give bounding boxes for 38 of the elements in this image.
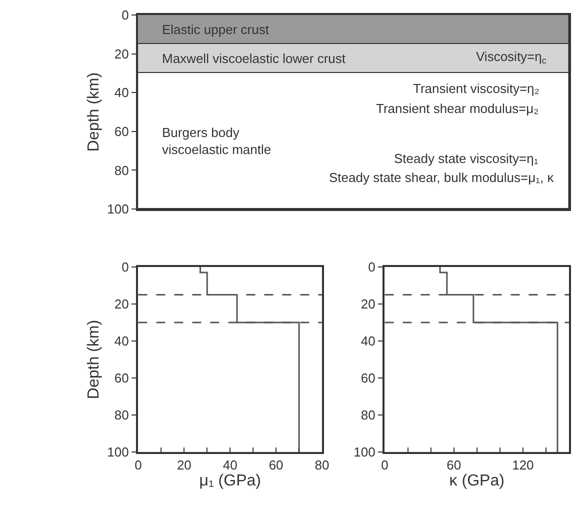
y-tick-label: 80 xyxy=(114,408,129,423)
y-tick-label: 0 xyxy=(122,260,129,275)
annotation: Transient shear modulus=μ₂ xyxy=(376,101,539,116)
y-axis-title: Depth (km) xyxy=(86,72,103,152)
series-label: Elastic upper crust xyxy=(162,22,270,37)
y-tick-label: 0 xyxy=(368,260,376,275)
annotation: Steady state viscosity=η₁ xyxy=(394,151,539,166)
series-label: Burgers body viscoelastic mantle xyxy=(162,125,272,157)
x-axis-title: κ (GPa) xyxy=(449,472,504,490)
y-tick-label: 80 xyxy=(360,408,376,423)
x-tick-label: 40 xyxy=(222,457,238,472)
y-tick-label: 100 xyxy=(354,444,376,460)
series-label: Maxwell viscoelastic lower crust xyxy=(162,51,346,66)
x-tick-label: 120 xyxy=(512,457,534,472)
y-tick-label: 100 xyxy=(107,202,129,217)
annotation: Transient viscosity=η₂ xyxy=(413,81,540,96)
x-tick-label: 60 xyxy=(446,457,462,472)
y-tick-label: 60 xyxy=(114,124,129,139)
x-axis-title: μ₁ (GPa) xyxy=(199,472,261,490)
y-tick-label: 40 xyxy=(114,85,129,100)
x-tick-label: 0 xyxy=(134,457,142,472)
y-tick-label: 20 xyxy=(360,296,376,312)
annotation: Viscosity=η$_{c}$ xyxy=(476,49,547,66)
y-tick-label: 20 xyxy=(114,46,129,62)
y-axis-title: Depth (km) xyxy=(86,320,103,400)
y-tick-label: 0 xyxy=(122,8,129,23)
y-tick-label: 60 xyxy=(114,370,129,386)
y-tick-label: 60 xyxy=(360,370,376,386)
y-tick-label: 40 xyxy=(114,334,129,349)
x-tick-label: 0 xyxy=(381,457,388,472)
y-tick-label: 20 xyxy=(114,296,129,312)
annotation: Steady state shear, bulk modulus=μ₁, κ xyxy=(329,170,554,185)
y-tick-label: 40 xyxy=(360,334,376,349)
x-tick-label: 60 xyxy=(268,457,284,472)
y-tick-label: 100 xyxy=(107,444,129,460)
y-tick-label: 80 xyxy=(114,162,129,178)
x-tick-label: 20 xyxy=(176,457,192,472)
x-tick-label: 80 xyxy=(314,457,330,472)
